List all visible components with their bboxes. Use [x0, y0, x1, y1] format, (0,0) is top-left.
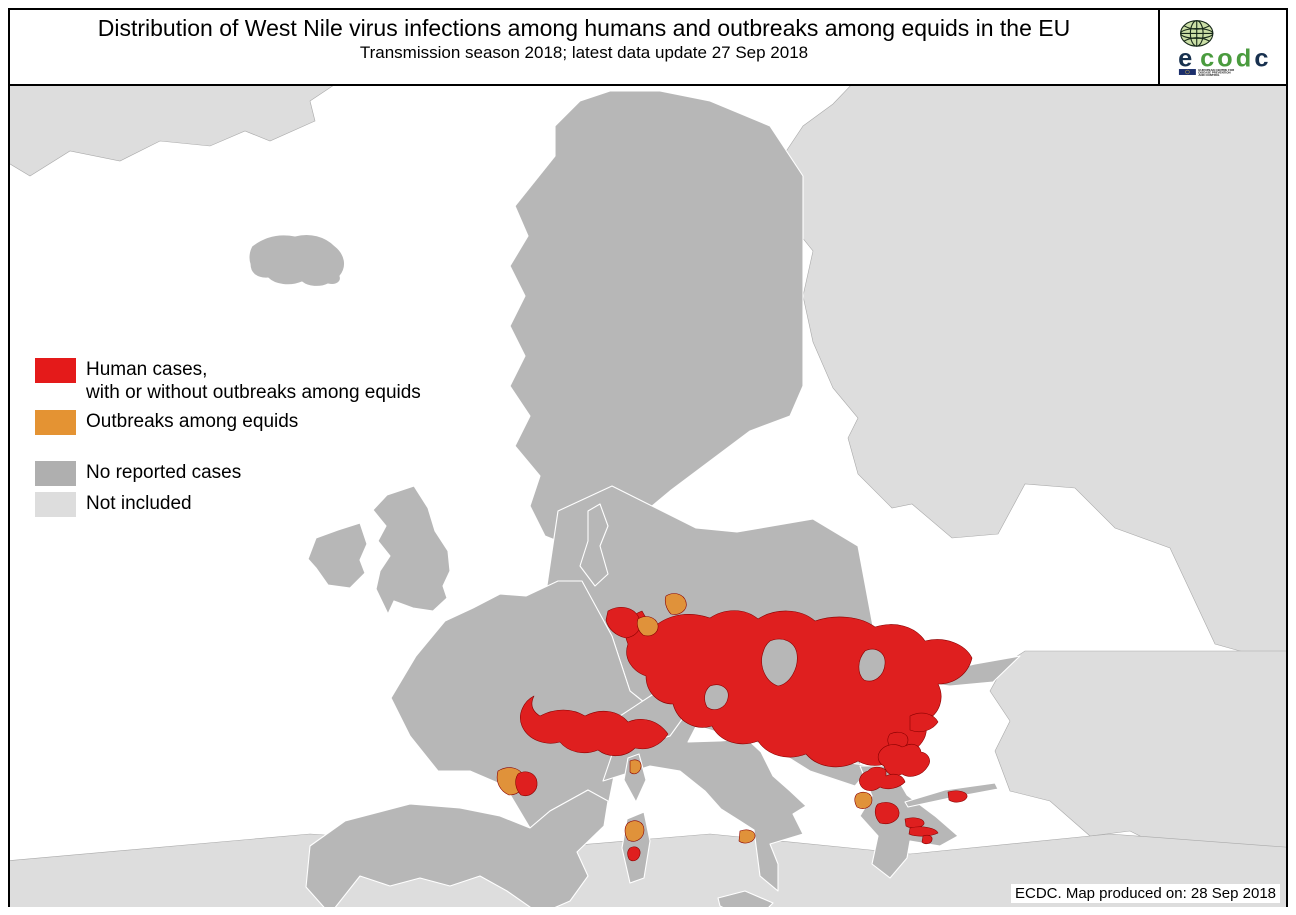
svg-text:c: c [1254, 44, 1268, 72]
svg-text:e: e [1178, 44, 1192, 72]
svg-text:d: d [1236, 44, 1252, 72]
svg-text:AND CONTROL: AND CONTROL [1198, 73, 1219, 77]
